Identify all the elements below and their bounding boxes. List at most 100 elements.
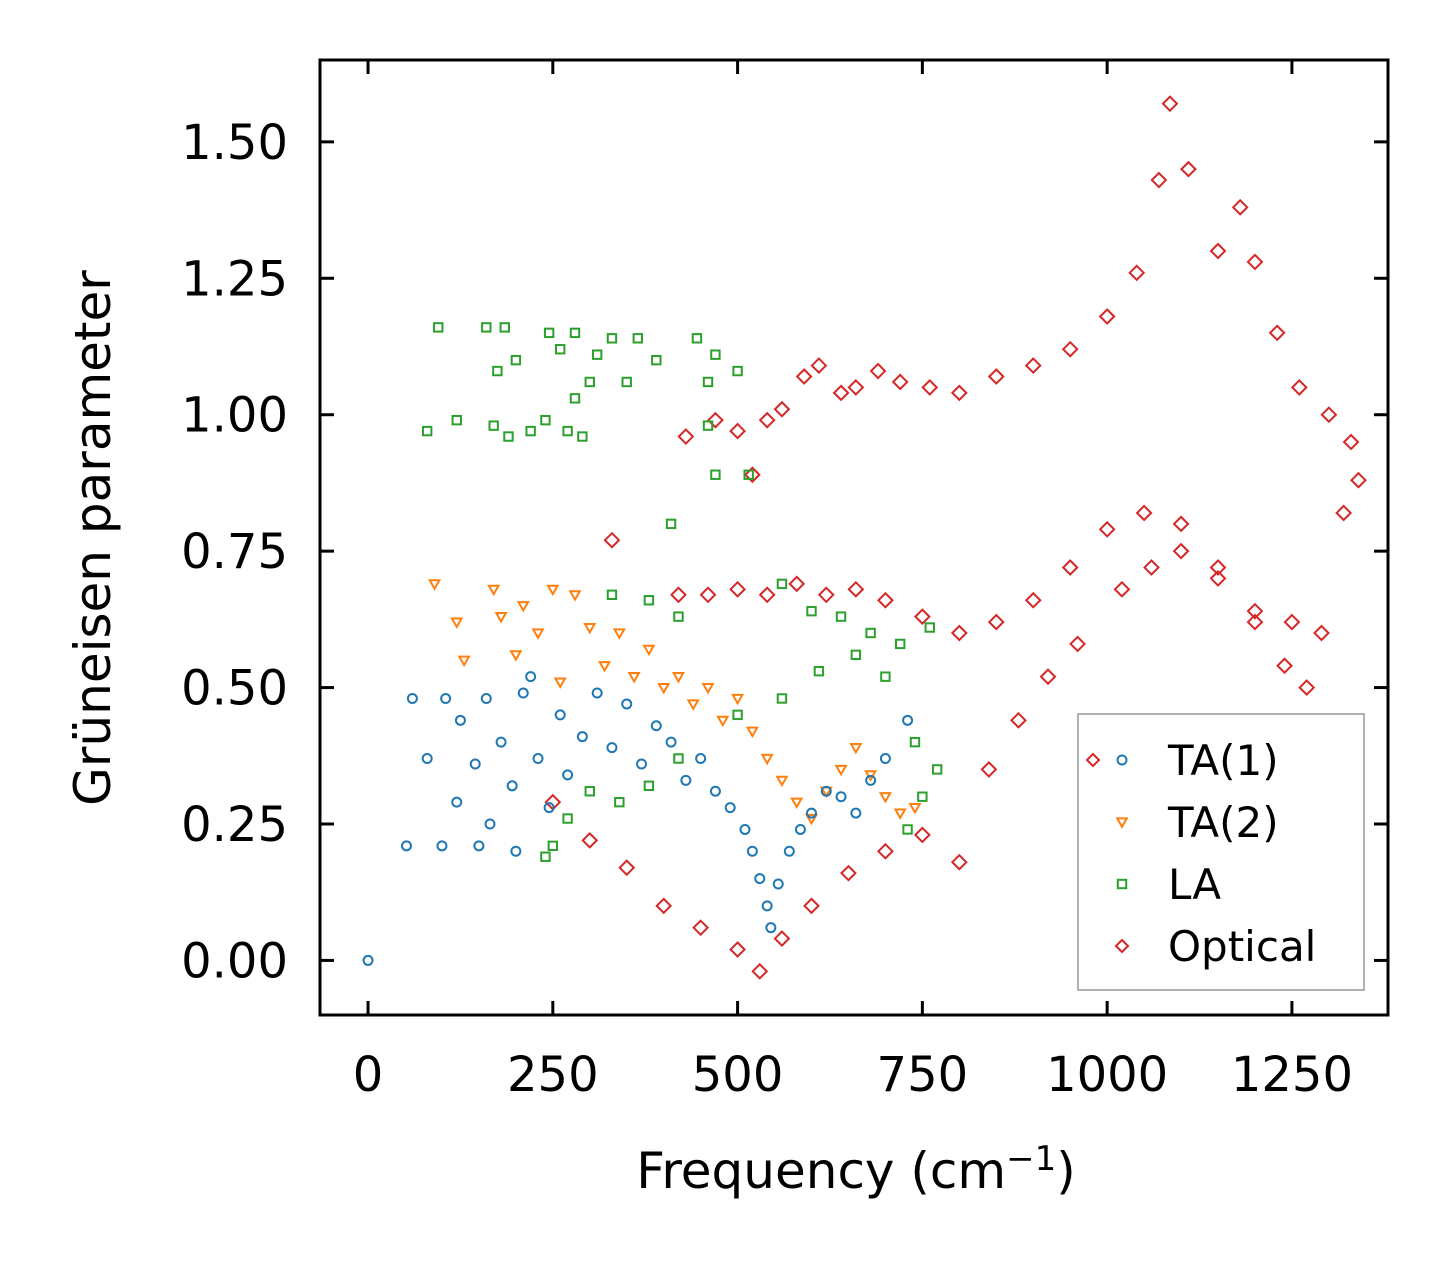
- data-point: [553, 677, 567, 689]
- y-tick-label: 1.25: [181, 251, 288, 307]
- data-point: [1335, 504, 1353, 522]
- data-point: [451, 414, 462, 426]
- data-point: [618, 859, 636, 877]
- data-point: [880, 671, 891, 682]
- data-point: [772, 878, 784, 890]
- data-point: [525, 671, 537, 683]
- data-point: [1098, 520, 1116, 538]
- data-point: [540, 851, 551, 862]
- x-tick-label: 750: [877, 1047, 969, 1103]
- data-point: [702, 376, 714, 388]
- data-point: [1209, 559, 1227, 576]
- data-point: [1098, 308, 1116, 325]
- data-point: [891, 373, 909, 391]
- data-point: [643, 780, 655, 791]
- data-point: [1290, 379, 1308, 396]
- legend-marker: [1116, 878, 1128, 890]
- data-point: [606, 589, 618, 600]
- data-point: [1342, 433, 1360, 451]
- data-point: [488, 420, 499, 431]
- data-point: [532, 753, 544, 765]
- data-point: [775, 775, 789, 788]
- data-point: [834, 764, 848, 777]
- data-point: [400, 840, 412, 852]
- data-point: [612, 628, 626, 640]
- data-point: [893, 808, 907, 820]
- data-point: [436, 840, 448, 852]
- data-point: [950, 853, 968, 871]
- data-point: [543, 327, 555, 339]
- data-point: [913, 608, 931, 626]
- data-point: [428, 579, 442, 591]
- data-point: [1061, 559, 1079, 576]
- data-point: [732, 709, 743, 721]
- data-point: [632, 333, 644, 344]
- y-tick-label: 0.00: [181, 933, 288, 989]
- x-axis-label: Frequency (cm−1): [636, 1139, 1076, 1200]
- data-point: [543, 802, 555, 814]
- data-point: [876, 591, 894, 609]
- data-point: [840, 864, 857, 882]
- series-optical: [544, 95, 1367, 980]
- data-point: [788, 575, 806, 593]
- data-point: [562, 769, 574, 781]
- data-point: [670, 586, 687, 604]
- legend-label: LA: [1168, 860, 1221, 909]
- legend-marker: [1114, 938, 1130, 954]
- data-point: [1298, 679, 1316, 696]
- x-tick-label: 500: [692, 1047, 784, 1103]
- data-point: [783, 845, 795, 857]
- data-point: [790, 797, 804, 809]
- data-point: [562, 813, 573, 824]
- data-point: [591, 687, 603, 699]
- data-point: [469, 758, 481, 770]
- data-point: [584, 376, 595, 388]
- data-point: [440, 692, 452, 704]
- y-tick-label: 0.25: [181, 797, 288, 853]
- data-point: [776, 578, 788, 590]
- data-point: [1320, 406, 1338, 424]
- data-point: [701, 682, 715, 695]
- data-point: [1143, 559, 1160, 576]
- data-point: [810, 357, 828, 375]
- legend-item: TA(2): [1115, 798, 1279, 847]
- data-point: [710, 469, 721, 480]
- data-point: [677, 428, 695, 445]
- data-point: [665, 518, 677, 530]
- data-point: [673, 611, 684, 622]
- plot-frame: [318, 58, 1390, 1017]
- data-point: [510, 845, 522, 857]
- data-point: [569, 393, 581, 404]
- legend-item: Optical: [1114, 922, 1316, 971]
- y-tick-label: 0.50: [181, 661, 288, 717]
- data-point: [773, 400, 791, 418]
- data-point: [591, 349, 603, 360]
- data-point: [1069, 635, 1086, 653]
- data-point: [509, 650, 523, 662]
- data-point: [487, 584, 501, 597]
- data-point: [433, 322, 444, 333]
- data-point: [481, 322, 492, 333]
- data-point: [695, 753, 707, 765]
- data-point: [691, 333, 703, 344]
- legend-label: TA(1): [1167, 736, 1279, 785]
- data-point: [909, 736, 921, 748]
- data-point: [569, 327, 581, 339]
- data-point: [627, 672, 641, 684]
- data-point: [525, 425, 536, 437]
- data-point: [931, 764, 943, 775]
- data-point: [1010, 711, 1027, 729]
- data-point: [1209, 242, 1227, 260]
- data-point: [850, 649, 862, 661]
- data-point: [516, 601, 530, 613]
- data-point: [732, 365, 743, 377]
- data-point: [707, 411, 724, 429]
- data-point: [484, 818, 496, 830]
- data-point: [835, 611, 847, 622]
- series-ta-1-: [362, 671, 914, 966]
- data-point: [1246, 613, 1264, 631]
- data-point: [980, 761, 998, 778]
- data-point: [1135, 504, 1153, 522]
- data-point: [921, 379, 939, 396]
